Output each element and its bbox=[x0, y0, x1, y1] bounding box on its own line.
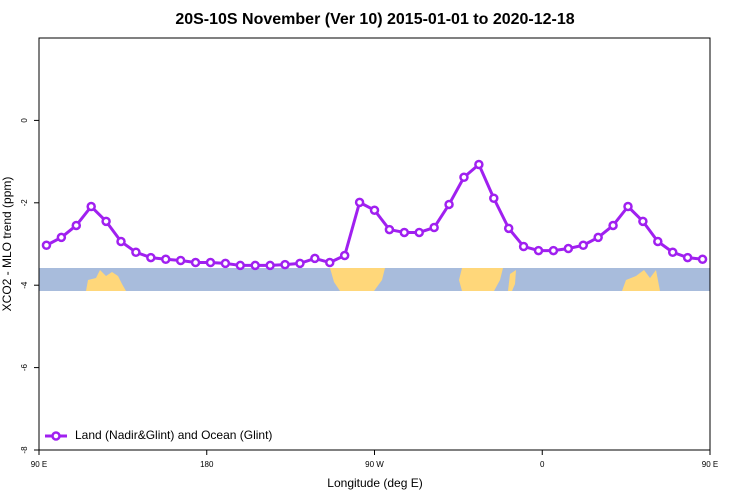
y-tick-label: -8 bbox=[20, 446, 29, 454]
data-point bbox=[667, 247, 678, 257]
data-point bbox=[369, 205, 380, 215]
data-point bbox=[459, 172, 469, 183]
y-tick-label: -6 bbox=[20, 363, 29, 371]
x-tick-label: 180 bbox=[200, 460, 214, 469]
data-point bbox=[518, 241, 529, 252]
chart-title: 20S-10S November (Ver 10) 2015-01-01 to … bbox=[175, 11, 574, 28]
data-point bbox=[533, 245, 544, 256]
data-point bbox=[578, 240, 589, 250]
y-axis-label: XCO2 - MLO trend (ppm) bbox=[0, 177, 14, 312]
data-point bbox=[71, 220, 82, 231]
data-point bbox=[295, 258, 305, 269]
data-point bbox=[146, 252, 156, 263]
data-point bbox=[474, 159, 484, 170]
data-point bbox=[697, 254, 708, 264]
data-point bbox=[429, 222, 439, 233]
data-point bbox=[653, 236, 663, 247]
data-point bbox=[86, 201, 96, 212]
y-tick-label: 0 bbox=[20, 118, 29, 123]
data-point bbox=[444, 199, 454, 210]
x-tick-label: 90 E bbox=[702, 460, 718, 469]
data-point bbox=[354, 197, 365, 208]
data-point bbox=[280, 259, 290, 270]
data-point bbox=[563, 243, 574, 254]
data-point bbox=[638, 216, 648, 227]
legend-label: Land (Nadir&Glint) and Ocean (Glint) bbox=[75, 428, 272, 442]
land-ocean-band bbox=[39, 268, 710, 291]
y-tick-label: -4 bbox=[20, 281, 29, 289]
data-point bbox=[503, 223, 514, 234]
data-point bbox=[399, 227, 410, 238]
x-tick-label: 0 bbox=[540, 460, 545, 469]
land-patch bbox=[86, 270, 126, 291]
land-patch bbox=[622, 270, 660, 291]
y-tick-label: -2 bbox=[20, 199, 29, 207]
data-point bbox=[220, 258, 231, 269]
x-axis-label: Longitude (deg E) bbox=[327, 476, 422, 490]
data-point bbox=[682, 252, 693, 263]
data-point bbox=[56, 232, 67, 243]
data-point bbox=[160, 254, 171, 264]
data-point bbox=[250, 260, 260, 271]
data-point bbox=[325, 257, 335, 268]
land-patch bbox=[459, 268, 503, 291]
data-point bbox=[310, 253, 320, 264]
legend-marker bbox=[51, 431, 61, 441]
data-point bbox=[339, 250, 350, 261]
data-point bbox=[548, 245, 559, 256]
data-point bbox=[608, 220, 618, 231]
plot-frame bbox=[38, 37, 711, 451]
data-point bbox=[175, 255, 186, 266]
data-point bbox=[101, 216, 111, 227]
x-tick-label: 90 E bbox=[31, 460, 47, 469]
data-point bbox=[205, 257, 216, 268]
data-point bbox=[384, 224, 395, 235]
data-point bbox=[131, 247, 141, 257]
land-patch bbox=[330, 268, 385, 291]
data-point bbox=[116, 236, 126, 247]
data-point bbox=[190, 257, 201, 268]
data-point bbox=[623, 201, 633, 212]
data-point bbox=[41, 240, 52, 250]
data-point bbox=[265, 260, 275, 271]
x-tick-label: 90 W bbox=[365, 460, 384, 469]
land-patch bbox=[508, 270, 516, 291]
data-point bbox=[489, 193, 499, 204]
data-point bbox=[235, 260, 246, 271]
data-point bbox=[593, 232, 603, 243]
data-point bbox=[414, 227, 424, 238]
